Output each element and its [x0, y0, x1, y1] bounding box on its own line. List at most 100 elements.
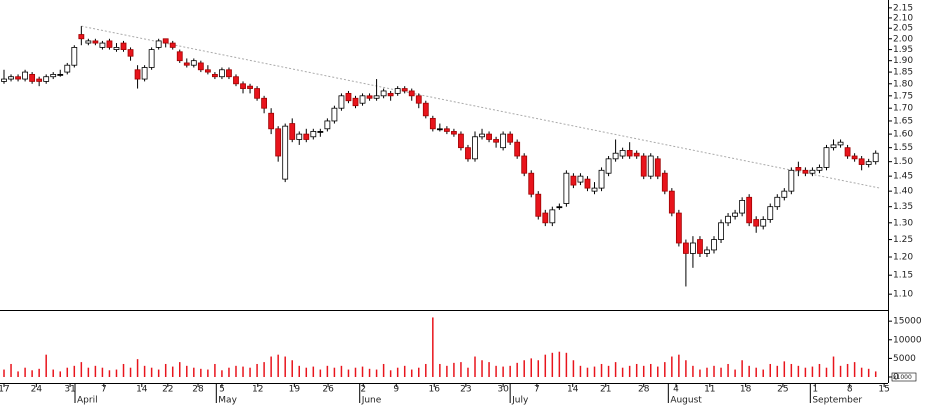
y-tick-label: 1.35 [893, 202, 913, 212]
candle-body [830, 144, 837, 149]
volume-tick-label: 0 [893, 373, 899, 383]
candle-body [619, 150, 626, 157]
candle-body [767, 206, 774, 220]
x-tick-label: 5 [219, 385, 225, 395]
y-tick-label: 1.15 [893, 271, 913, 281]
volume-tick-label: 5000 [893, 354, 916, 364]
month-label: August [670, 396, 702, 405]
candle-body [472, 136, 478, 160]
candle-body [535, 193, 542, 217]
candle-body [753, 219, 760, 227]
candle-body [78, 34, 85, 40]
x-tick-label: 7 [101, 385, 107, 395]
candle-body [711, 239, 717, 251]
candle-body [43, 76, 50, 82]
candle-body [577, 175, 584, 183]
x-tick-label: 15 [878, 385, 889, 395]
candle-body [64, 64, 71, 73]
candle-body [352, 97, 359, 107]
y-tick-label: 1.85 [893, 68, 913, 78]
candle-body [92, 40, 99, 44]
x-tick-label: 18 [740, 385, 752, 395]
x-tick-label: 1 [812, 385, 818, 395]
candle-body [155, 40, 162, 48]
y-tick-label: 1.90 [893, 56, 913, 66]
x-tick-label: 11 [704, 385, 715, 395]
y-tick-label: 2.05 [893, 24, 913, 34]
candle-body [436, 128, 443, 131]
candle-body [795, 167, 802, 171]
candle-body [359, 95, 366, 104]
candle-body [865, 161, 872, 165]
candle-body [282, 125, 289, 180]
candle-body [521, 155, 528, 174]
x-tick-label: 30 [497, 385, 509, 395]
candle-body [303, 133, 310, 140]
candle-body [99, 42, 106, 48]
candle-body [549, 209, 556, 224]
candle-body [380, 90, 387, 97]
candle-body [373, 95, 380, 99]
x-tick-label: 24 [31, 385, 43, 395]
y-tick-label: 2.10 [893, 13, 913, 23]
volume-tick-label: 15000 [893, 317, 922, 327]
candle-body [148, 49, 155, 68]
candle-body [675, 212, 682, 244]
candle-body [1, 78, 7, 82]
candle-body [858, 158, 865, 165]
candle-body [528, 172, 535, 195]
x-tick-label: 22 [162, 385, 173, 395]
y-tick-label: 1.50 [893, 157, 913, 167]
candle-body [844, 147, 851, 157]
candle-body [704, 249, 710, 254]
candle-body [85, 40, 92, 44]
candle-body [261, 97, 268, 109]
candle-body [739, 200, 746, 214]
candle-body [120, 42, 127, 50]
y-tick-label: 1.55 [893, 143, 913, 153]
candle-body [211, 73, 218, 78]
y-tick-label: 1.10 [893, 290, 913, 300]
x-tick-label: 23 [460, 385, 471, 395]
candle-body [415, 95, 422, 104]
month-label: May [218, 396, 237, 405]
candle-body [823, 147, 830, 168]
x-tick-label: 12 [252, 385, 263, 395]
candle-body [15, 76, 21, 80]
candle-body [732, 212, 739, 217]
candle-body [113, 47, 120, 50]
candle-body [162, 38, 169, 44]
candle-body [788, 169, 795, 192]
x-tick-label: 7 [534, 385, 540, 395]
candle-body [408, 90, 415, 97]
candle-body [781, 190, 788, 198]
candle-body [169, 42, 176, 48]
candle-body [57, 73, 64, 76]
x-tick-label: 14 [136, 385, 148, 395]
candle-body [71, 47, 78, 66]
candle-body [190, 60, 197, 66]
candle-body [851, 155, 858, 160]
y-tick-label: 1.40 [893, 187, 913, 197]
candle-body [725, 215, 731, 224]
candle-body [254, 88, 260, 99]
candle-body [542, 212, 549, 224]
candle-body [816, 167, 823, 171]
month-label: July [511, 396, 529, 405]
candle-body [289, 123, 296, 140]
candle-body [394, 88, 401, 94]
x-tick-label: 8 [847, 385, 853, 395]
volume-unit-label: x1000 [893, 374, 912, 381]
x-tick-label: 17 [0, 385, 10, 395]
candle-body [247, 85, 253, 89]
candle-body [661, 172, 668, 192]
y-tick-label: 1.70 [893, 104, 913, 114]
candle-body [345, 92, 352, 102]
candle-body [493, 139, 499, 143]
candle-body [310, 131, 317, 138]
candle-body [176, 51, 183, 62]
x-tick-label: 9 [393, 385, 399, 395]
candle-body [233, 76, 239, 85]
